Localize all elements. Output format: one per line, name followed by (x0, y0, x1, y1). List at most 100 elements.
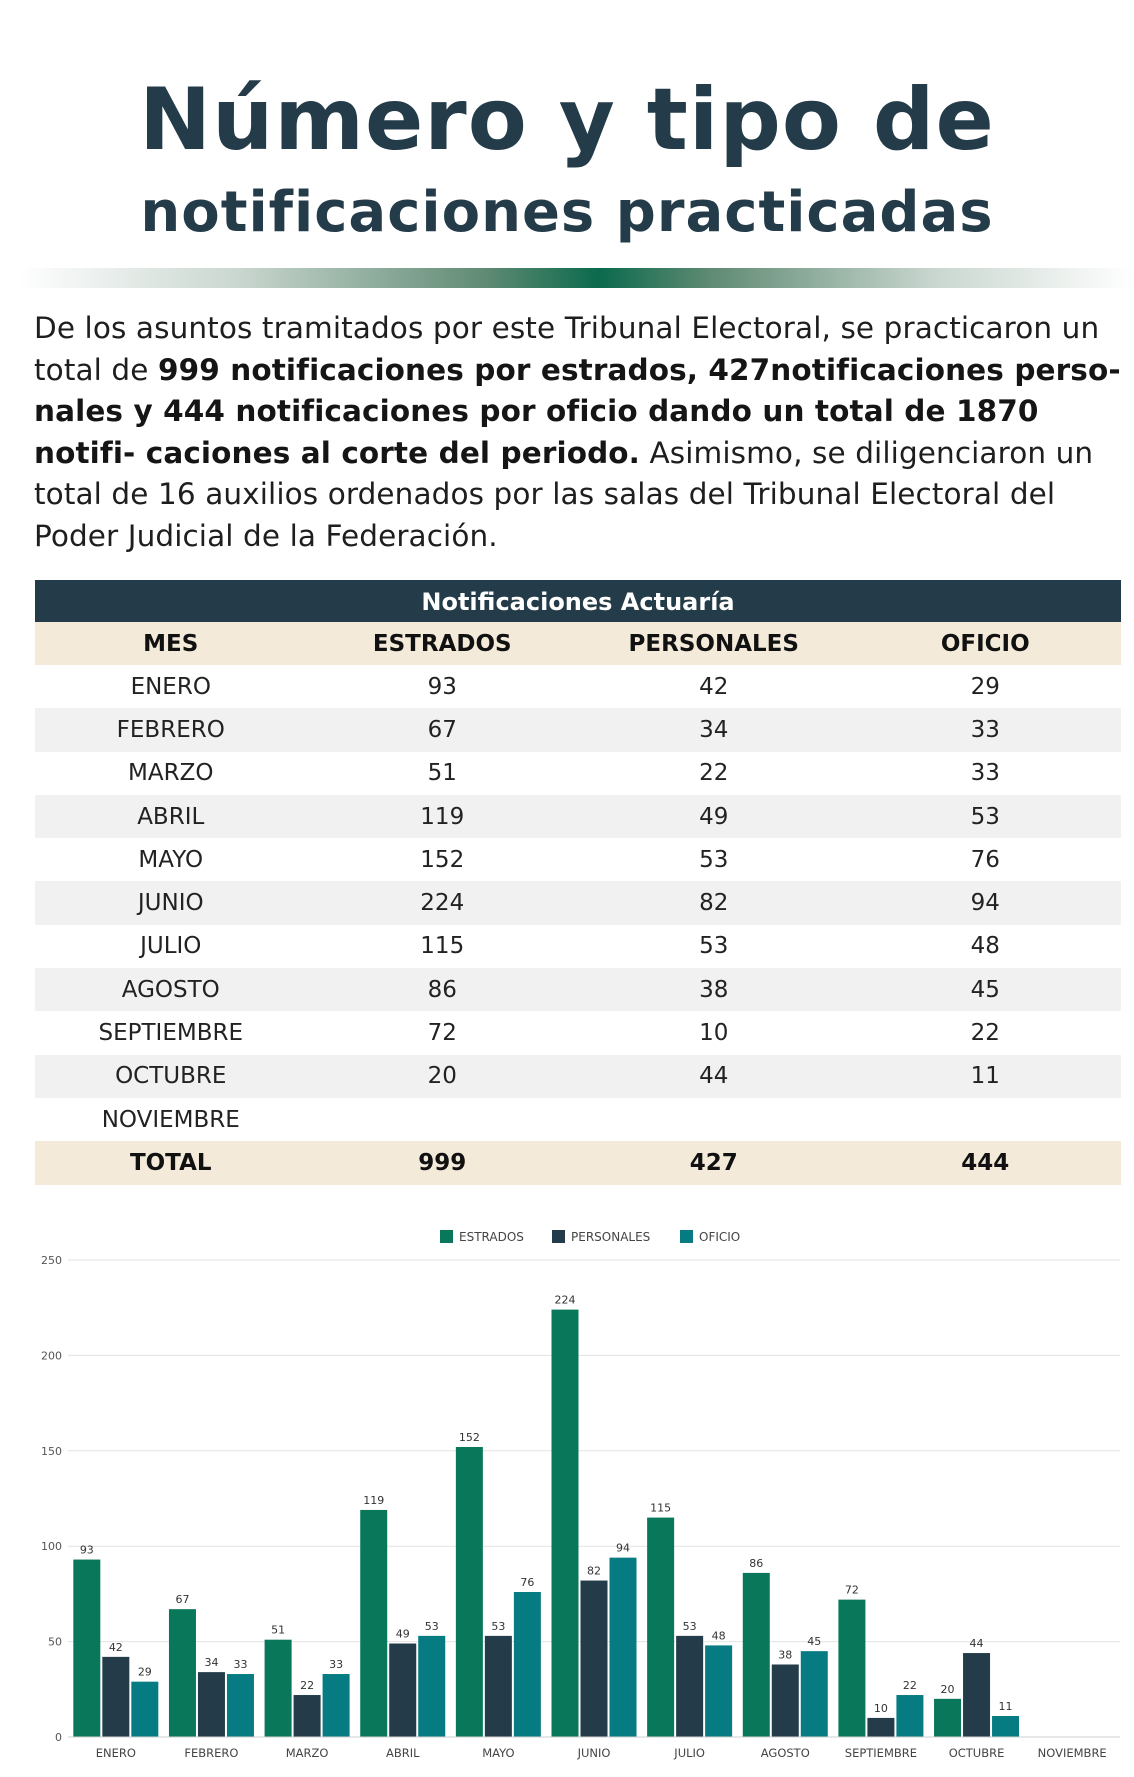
cell-mes: SEPTIEMBRE (98, 1020, 243, 1047)
x-tick-label: NOVIEMBRE (1038, 1746, 1107, 1760)
table-row: ENERO 93 42 29 (35, 665, 1121, 708)
cell-oficio: 53 (849, 794, 1121, 839)
cell-estrados: 224 (306, 881, 578, 925)
data-label: 45 (807, 1635, 821, 1648)
bar (896, 1695, 924, 1737)
header-personales: PERSONALES (578, 622, 850, 665)
bar (197, 1672, 225, 1737)
data-label: 94 (616, 1542, 630, 1555)
data-label: 29 (138, 1666, 152, 1679)
legend-swatch (440, 1230, 453, 1243)
data-label: 33 (329, 1658, 343, 1671)
bar (513, 1591, 541, 1737)
bar (293, 1695, 321, 1737)
bar (800, 1651, 828, 1737)
cell-personales: 82 (578, 881, 850, 925)
page-title-line2: notificaciones practicadas (140, 180, 994, 245)
data-label: 93 (80, 1544, 94, 1557)
data-label: 72 (845, 1584, 859, 1597)
gradient-divider (18, 268, 1134, 288)
data-label: 33 (233, 1658, 247, 1671)
bar-chart: 0 50 100 150 200 250 ESTRADOS PERSONALES OFICIO 9… (0, 1215, 1134, 1777)
x-tick-label: MARZO (286, 1746, 329, 1760)
intro-text-part1: De los asuntos tramitados por este Tribu… (34, 311, 1100, 387)
data-label: 82 (587, 1565, 601, 1578)
table-row: FEBRERO 67 34 33 (35, 708, 1121, 752)
y-tick-label: 200 (41, 1349, 62, 1362)
total-oficio: 444 (849, 1141, 1121, 1186)
data-label: 48 (712, 1629, 726, 1642)
table-row: JULIO 115 53 48 (35, 925, 1121, 968)
bar (771, 1664, 799, 1737)
data-label: 119 (363, 1494, 384, 1507)
bar (360, 1509, 388, 1737)
table-row: ABRIL 119 49 53 (35, 794, 1121, 839)
bar (705, 1645, 733, 1737)
data-label: 76 (520, 1576, 534, 1589)
table-row: NOVIEMBRE (35, 1098, 1121, 1141)
data-label: 20 (941, 1683, 955, 1696)
data-label: 51 (271, 1624, 285, 1637)
cell-oficio: 29 (970, 673, 1000, 700)
data-label: 22 (300, 1679, 314, 1692)
cell-personales: 53 (699, 933, 729, 960)
page-title-line1: Número y tipo de (139, 70, 995, 170)
cell-mes: ABRIL (35, 794, 307, 839)
table-row: SEPTIEMBRE 72 10 22 (35, 1011, 1121, 1054)
bar (867, 1717, 895, 1737)
data-label: 42 (109, 1641, 123, 1654)
data-label: 44 (970, 1637, 984, 1650)
x-tick-label: AGOSTO (761, 1746, 810, 1760)
bar (131, 1681, 159, 1737)
cell-estrados: 86 (306, 968, 578, 1012)
intro-text-part2: Asimismo, se diligenciaron un total de 1… (34, 435, 1094, 553)
x-tick-label: JULIO (673, 1746, 705, 1760)
table-title: Notificaciones Actuaría (35, 580, 1121, 622)
y-tick-label: 250 (41, 1254, 62, 1267)
table-row: MARZO 51 22 33 (35, 752, 1121, 795)
bar (838, 1599, 866, 1737)
header-oficio: OFICIO (849, 622, 1121, 665)
data-label: 34 (204, 1656, 218, 1669)
bar (264, 1639, 292, 1737)
cell-estrados (307, 1098, 579, 1141)
x-tick-label: OCTUBRE (949, 1746, 1005, 1760)
legend-swatch (552, 1230, 565, 1243)
data-label: 38 (778, 1648, 792, 1661)
bar (934, 1698, 962, 1737)
legend-label: ESTRADOS (459, 1230, 524, 1244)
cell-personales (578, 1098, 850, 1141)
total-estrados: 999 (306, 1141, 578, 1186)
table-row: AGOSTO 86 38 45 (35, 968, 1121, 1012)
bar (963, 1653, 991, 1737)
x-tick-label: FEBRERO (184, 1746, 238, 1760)
bar (418, 1635, 446, 1737)
bar (484, 1635, 512, 1737)
cell-estrados: 72 (427, 1020, 457, 1047)
cell-personales: 38 (578, 968, 850, 1012)
chart-svg: 0 50 100 150 200 250 ESTRADOS PERSONALES OFICIO 9… (41, 1230, 1120, 1760)
data-label: 53 (425, 1620, 439, 1633)
bar (168, 1609, 196, 1737)
legend-label: OFICIO (699, 1230, 740, 1244)
bar (455, 1446, 483, 1737)
cell-estrados: 93 (427, 673, 457, 700)
data-label: 22 (903, 1679, 917, 1692)
header-estrados: ESTRADOS (306, 622, 578, 665)
y-tick-label: 50 (48, 1636, 62, 1649)
y-tick-label: 150 (41, 1445, 62, 1458)
x-tick-label: ABRIL (386, 1746, 420, 1760)
data-label: 11 (999, 1700, 1013, 1713)
x-tick-label: SEPTIEMBRE (845, 1746, 917, 1760)
bar (647, 1517, 675, 1737)
data-label: 53 (683, 1620, 697, 1633)
cell-oficio: 45 (849, 968, 1121, 1012)
intro-paragraph: De los asuntos tramitados por este Tribu… (34, 308, 1124, 557)
cell-mes: MARZO (128, 760, 214, 787)
cell-estrados: 51 (427, 760, 457, 787)
intro-text-bold: 999 notificaciones por estrados, 427noti… (34, 352, 1121, 470)
y-tick-label: 0 (55, 1731, 62, 1744)
header-mes: MES (35, 622, 307, 665)
bar (992, 1716, 1020, 1737)
table-header-row: MES ESTRADOS PERSONALES OFICIO (35, 622, 1121, 665)
